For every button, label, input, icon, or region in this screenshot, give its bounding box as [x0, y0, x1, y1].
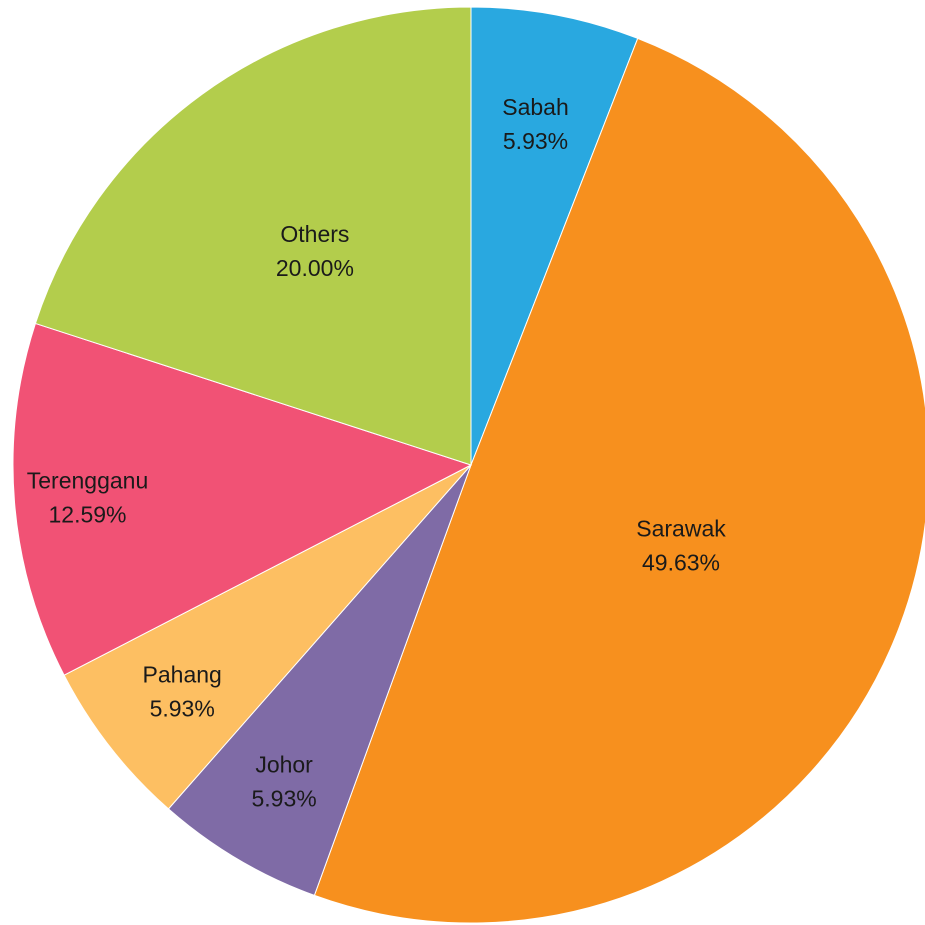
slice-label-value-others: 20.00% [276, 255, 354, 281]
slice-label-name-sabah: Sabah [502, 94, 569, 120]
slice-label-value-terengganu: 12.59% [48, 501, 126, 527]
slices-layer [12, 6, 925, 924]
pie-slice-others [34, 6, 472, 466]
labels-layer: Sabah 5.93% Sarawak 49.63% Johor 5.93% Pahang 5… [27, 94, 726, 811]
slice-label-value-sarawak: 49.63% [642, 549, 720, 575]
slice-label-name-sarawak: Sarawak [636, 515, 726, 541]
pie-slice-terengganu [12, 322, 473, 676]
slice-label-name-pahang: Pahang [143, 662, 222, 688]
slice-label-value-sabah: 5.93% [503, 128, 568, 154]
slice-label-name-terengganu: Terengganu [27, 467, 149, 493]
pie-slice-pahang [63, 464, 472, 810]
slice-label-value-pahang: 5.93% [150, 696, 215, 722]
slice-label-name-johor: Johor [255, 751, 313, 777]
pie-slice-sarawak [313, 37, 925, 924]
slice-label-name-others: Others [280, 221, 349, 247]
pie-slice-johor [167, 464, 472, 897]
slice-label-value-johor: 5.93% [251, 785, 316, 811]
pie-slice-sabah [470, 6, 639, 466]
